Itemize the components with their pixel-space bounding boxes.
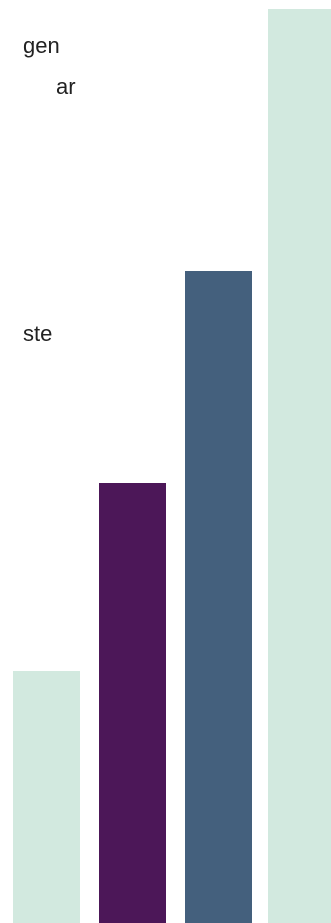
bar-2 [99,483,166,923]
bars-group [13,9,331,923]
bar-4 [268,9,331,923]
bar-3 [185,271,252,923]
text-fragment-1: gen [23,33,60,58]
bar-1 [13,671,80,923]
text-fragment-3: ste [23,321,53,346]
text-fragment-2: ar [56,74,76,99]
